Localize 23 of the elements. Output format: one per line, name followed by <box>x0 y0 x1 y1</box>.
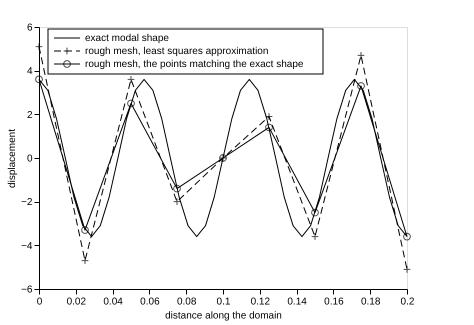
y-tick-label: 2 <box>26 110 33 121</box>
y-axis-title: displacement <box>7 128 18 188</box>
y-tick-label: −6 <box>21 284 33 296</box>
x-axis-title: distance along the domain <box>165 310 282 322</box>
y-tick-label: −4 <box>21 240 33 252</box>
x-tick-label: 0.02 <box>66 296 86 308</box>
legend-label: rough mesh, least squares approximation <box>85 46 268 57</box>
x-tick-label: 0.14 <box>287 296 308 308</box>
x-tick-label: 0 <box>36 296 43 308</box>
x-tick-label: 0.1 <box>216 296 231 308</box>
y-tick-label: −2 <box>21 197 33 208</box>
x-tick-label: 0.08 <box>176 296 197 308</box>
x-tick-label: 0.2 <box>400 296 415 308</box>
x-tick-label: 0.04 <box>103 296 124 308</box>
y-tick-label: 4 <box>26 66 33 78</box>
x-tick-label: 0.06 <box>140 296 160 308</box>
legend-label: exact modal shape <box>85 33 170 44</box>
x-tick-label: 0.12 <box>250 296 270 308</box>
y-tick-label: 6 <box>26 22 33 34</box>
x-tick-label: 0.16 <box>324 296 344 308</box>
legend-label: rough mesh, the points matching the exact shape <box>85 59 304 70</box>
x-tick-label: 0.18 <box>360 296 381 308</box>
y-tick-label: 0 <box>26 154 33 164</box>
